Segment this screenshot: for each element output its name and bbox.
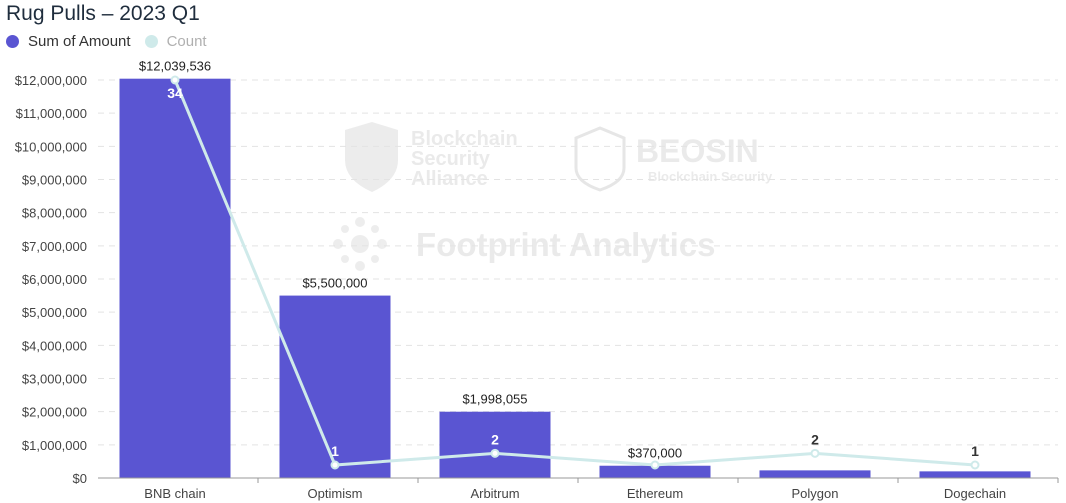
- y-tick-label: $2,000,000: [22, 405, 87, 420]
- watermark-beosin: BEOSIN: [636, 133, 759, 169]
- watermark-group: Blockchain Security Alliance BEOSIN Bloc…: [333, 122, 773, 271]
- x-tick-label: Optimism: [308, 486, 363, 501]
- y-tick-label: $5,000,000: [22, 305, 87, 320]
- y-tick-label: $11,000,000: [16, 106, 87, 121]
- bar: [759, 470, 871, 478]
- x-axis: BNB chain Optimism Arbitrum Ethereum Polygon…: [98, 477, 1059, 501]
- watermark-bsa-line2: Security: [411, 148, 491, 170]
- count-line-series: 34 1 2 2 1: [167, 75, 980, 470]
- bar-value-label: $370,000: [628, 446, 682, 461]
- y-tick-label: $10,000,000: [15, 139, 87, 154]
- count-point: [650, 460, 660, 470]
- x-tick-label: Ethereum: [627, 486, 683, 501]
- legend-swatch-count: [144, 35, 158, 48]
- count-point: [970, 460, 980, 470]
- beosin-logo-watermark: [574, 126, 626, 192]
- bar: [119, 78, 231, 478]
- y-tick-label: $8,000,000: [22, 206, 87, 221]
- chart-legend: Sum of Amount Count: [6, 33, 221, 50]
- legend-item-sum-of-amount[interactable]: Sum of Amount: [6, 33, 131, 50]
- y-axis-ticks: $0 $1,000,000 $2,000,000 $3,000,000 $4,000,0…: [15, 73, 87, 486]
- chart-title: Rug Pulls – 2023 Q1: [6, 2, 200, 25]
- bar: [919, 471, 1031, 478]
- y-tick-label: $0: [73, 471, 87, 486]
- count-label: 1: [971, 443, 979, 459]
- y-tick-label: $7,000,000: [22, 239, 87, 254]
- x-tick-label: Arbitrum: [470, 486, 519, 501]
- bar-series: [119, 78, 1031, 478]
- watermark-footprint: Footprint Analytics: [416, 226, 715, 263]
- count-label: 2: [811, 431, 819, 447]
- count-point: [170, 75, 180, 85]
- y-tick-label: $1,000,000: [22, 438, 87, 453]
- watermark-bsa-line1: Blockchain: [411, 128, 518, 150]
- count-label: 1: [331, 443, 339, 459]
- count-label: 34: [167, 85, 183, 101]
- bar: [279, 295, 391, 478]
- bar: [599, 465, 711, 478]
- bar-value-labels: $12,039,536 $5,500,000 $1,998,055 $370,000: [139, 59, 682, 461]
- bar-value-label: $5,500,000: [302, 276, 367, 291]
- legend-item-count[interactable]: Count: [144, 33, 207, 50]
- y-tick-label: $3,000,000: [22, 372, 87, 387]
- x-tick-label: Polygon: [792, 486, 839, 501]
- shield-logo-watermark: [345, 122, 398, 192]
- footprint-logo-watermark: [333, 217, 387, 271]
- count-line: [173, 79, 976, 467]
- legend-label-sum-of-amount: Sum of Amount: [28, 33, 131, 50]
- legend-label-count: Count: [166, 33, 207, 50]
- bar-value-label: $12,039,536: [139, 59, 211, 74]
- legend-swatch-sum-of-amount: [6, 35, 19, 48]
- count-point: [810, 448, 820, 458]
- watermark-bsa-line3: Alliance: [411, 168, 488, 190]
- y-tick-label: $4,000,000: [22, 338, 87, 353]
- y-tick-label: $9,000,000: [22, 173, 87, 188]
- count-point: [490, 448, 500, 458]
- count-point: [330, 460, 340, 470]
- watermark-beosin-sub: Blockchain Security: [648, 169, 773, 184]
- count-label: 2: [491, 431, 499, 447]
- bar-value-label: $1,998,055: [462, 392, 527, 407]
- y-tick-label: $6,000,000: [22, 272, 87, 287]
- y-tick-label: $12,000,000: [15, 73, 87, 88]
- bar: [439, 411, 551, 478]
- x-tick-label: Dogechain: [944, 486, 1006, 501]
- x-tick-label: BNB chain: [144, 486, 205, 501]
